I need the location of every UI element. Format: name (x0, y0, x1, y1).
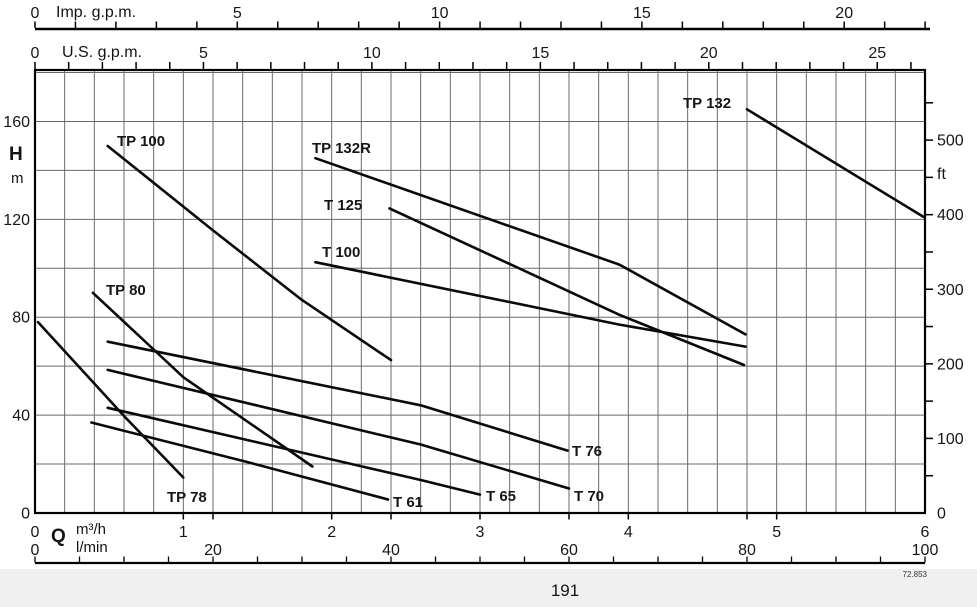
head-unit-ft: ft (937, 166, 946, 183)
us-gpm-tick-label: 25 (868, 45, 886, 62)
pump-curve (106, 406, 482, 496)
head-m-tick-label: 0 (21, 506, 30, 523)
m3h-tick-label: 2 (327, 524, 336, 541)
pump-curve (745, 108, 925, 219)
head-unit-m: m (11, 170, 24, 187)
pump-curve (314, 156, 747, 336)
curve-label: TP 78 (167, 489, 207, 506)
head-m-tick-label: 80 (12, 310, 30, 327)
imp-gpm-tick-label: 5 (233, 5, 242, 22)
us-gpm-tick-label: 5 (199, 45, 208, 62)
pump-curve (90, 421, 390, 501)
us-gpm-tick-label: 15 (531, 45, 549, 62)
m3h-tick-label: 4 (624, 524, 633, 541)
us-gpm-axis-title: U.S. g.p.m. (62, 44, 143, 61)
head-axis-letter: H (9, 144, 23, 165)
lmin-tick-label: 40 (382, 542, 400, 559)
m3h-tick-label: 6 (921, 524, 930, 541)
curve-label: TP 80 (106, 282, 146, 299)
ft-tick-label: 400 (937, 207, 964, 224)
us-gpm-tick-label: 20 (700, 45, 718, 62)
pump-curve (314, 260, 747, 348)
page-bottom-strip (0, 569, 977, 607)
head-m-tick-label: 40 (12, 408, 30, 425)
curve-label: TP 132R (312, 140, 371, 157)
ft-tick-label: 0 (937, 506, 946, 523)
flow-axis-letter: Q (51, 526, 66, 547)
imp-gpm-axis-title: Imp. g.p.m. (56, 4, 137, 21)
curve-label: T 61 (393, 494, 423, 511)
pump-curve (91, 291, 314, 468)
flow-unit-m3h: m³/h (76, 521, 106, 538)
pump-curve (106, 368, 571, 490)
curve-label: T 76 (572, 443, 602, 460)
ft-tick-label: 300 (937, 282, 964, 299)
head-m-tick-label: 160 (3, 114, 30, 131)
ft-tick-label: 100 (937, 431, 964, 448)
curve-label: T 125 (324, 197, 362, 214)
imp-gpm-tick-label: 20 (835, 5, 853, 22)
m3h-tick-label: 5 (772, 524, 781, 541)
flow-unit-lmin: l/min (76, 539, 108, 556)
pump-curve (388, 207, 746, 367)
m3h-tick-label: 1 (179, 524, 188, 541)
us-gpm-tick-label: 0 (31, 45, 40, 62)
imp-gpm-tick-label: 10 (431, 5, 449, 22)
lmin-tick-label: 60 (560, 542, 578, 559)
curve-label: T 100 (322, 244, 360, 261)
ft-tick-label: 500 (937, 133, 964, 150)
pump-curve (36, 320, 185, 479)
ft-tick-label: 200 (937, 356, 964, 373)
pump-curve (106, 144, 393, 362)
imp-gpm-tick-label: 0 (31, 5, 40, 22)
curve-label: T 70 (574, 488, 604, 505)
pump-curve (106, 340, 569, 452)
doc-code: 72.853 (902, 570, 927, 579)
m3h-tick-label: 0 (31, 524, 40, 541)
curve-label: TP 100 (117, 133, 165, 150)
curve-label: TP 132 (683, 95, 731, 112)
imp-gpm-tick-label: 15 (633, 5, 651, 22)
lmin-tick-label: 20 (204, 542, 222, 559)
page-number: 191 (550, 581, 580, 600)
lmin-tick-label: 100 (912, 542, 939, 559)
m3h-tick-label: 3 (476, 524, 485, 541)
curve-label: T 65 (486, 488, 516, 505)
head-m-tick-label: 120 (3, 212, 30, 229)
lmin-tick-label: 0 (31, 542, 40, 559)
lmin-tick-label: 80 (738, 542, 756, 559)
us-gpm-tick-label: 10 (363, 45, 381, 62)
